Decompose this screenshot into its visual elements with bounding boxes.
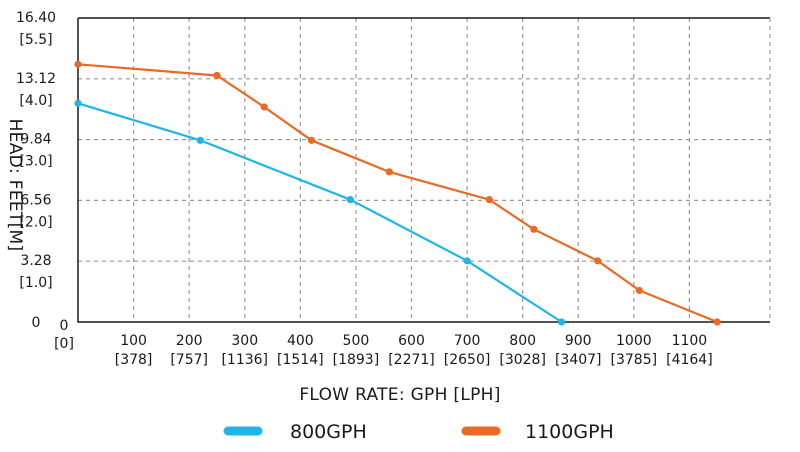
x-tick-label: 300 (231, 333, 258, 349)
legend: 800GPH 1100GPH (223, 421, 614, 443)
x-tick-label: 0 (60, 318, 69, 334)
y-tick-label: 16.40 (16, 10, 56, 26)
data-point-800gph (74, 99, 82, 107)
data-point-800gph (463, 257, 471, 265)
x-tick-label: 400 (287, 333, 314, 349)
data-point-1100gph (260, 103, 268, 111)
x-tick-label: 900 (565, 333, 592, 349)
x-tick-sublabel: [4164] (666, 352, 713, 368)
x-tick-label: 200 (176, 333, 203, 349)
x-tick-sublabel: [1136] (221, 352, 268, 368)
x-tick-label: 1000 (616, 333, 652, 349)
tick-label-layer: 0 [0] 100 [378] 200 [757] 300 [1136] 400 [1514] 50… (16, 10, 713, 368)
x-tick-sublabel: [3785] (611, 352, 658, 368)
x-tick-sublabel: [2650] (444, 352, 491, 368)
legend-label-1100gph: 1100GPH (525, 421, 614, 443)
x-tick-label: 500 (343, 333, 370, 349)
x-tick-sublabel: [1893] (333, 352, 380, 368)
x-tick-label: 700 (454, 333, 481, 349)
x-tick-sublabel: [3028] (499, 352, 546, 368)
y-tick-sublabel: [2.0] (19, 214, 52, 230)
y-axis-title: HEAD: FEET[M] (5, 119, 25, 252)
data-point-1100gph (713, 318, 721, 326)
plot-frame (77, 18, 770, 323)
x-tick-sublabel: [1514] (277, 352, 324, 368)
data-point-1100gph (307, 136, 316, 144)
x-tick-sublabel: [3407] (555, 352, 602, 368)
data-point-1100gph (594, 257, 602, 265)
data-point-1100gph (213, 71, 221, 80)
data-point-800gph (557, 318, 566, 326)
legend-label-800gph: 800GPH (290, 421, 367, 443)
x-tick-sublabel: [2271] (388, 352, 435, 368)
series-layer (74, 60, 721, 326)
data-point-1100gph (485, 196, 493, 204)
y-tick-label: 6.56 (20, 192, 51, 208)
x-axis-title: FLOW RATE: GPH [LPH] (299, 385, 500, 405)
x-tick-label: 100 (120, 333, 147, 349)
y-tick-label: 0 (32, 315, 41, 331)
data-point-800gph (196, 136, 204, 144)
x-tick-label: 1100 (672, 333, 708, 349)
y-tick-label: 3.28 (20, 253, 51, 269)
data-point-1100gph (385, 168, 393, 176)
grid-layer (78, 17, 771, 322)
y-tick-sublabel: [3.0] (19, 154, 52, 170)
x-tick-sublabel: [0] (54, 336, 74, 352)
x-tick-label: 600 (398, 333, 425, 349)
x-tick-sublabel: [757] (170, 352, 208, 368)
axes-layer (77, 18, 770, 323)
y-tick-sublabel: [4.0] (19, 93, 52, 109)
data-point-1100gph (635, 286, 643, 295)
data-point-800gph (346, 196, 354, 204)
data-point-1100gph (530, 225, 538, 233)
y-tick-label: 9.84 (20, 132, 51, 148)
y-tick-sublabel: [1.0] (19, 275, 52, 291)
x-tick-label: 800 (509, 333, 536, 349)
series-line-800gph (77, 102, 563, 323)
data-point-1100gph (74, 60, 82, 68)
series-line-1100gph (77, 63, 718, 324)
x-tick-sublabel: [378] (115, 352, 153, 368)
y-tick-label: 13.12 (16, 71, 56, 87)
y-tick-sublabel: [5.5] (19, 32, 52, 48)
